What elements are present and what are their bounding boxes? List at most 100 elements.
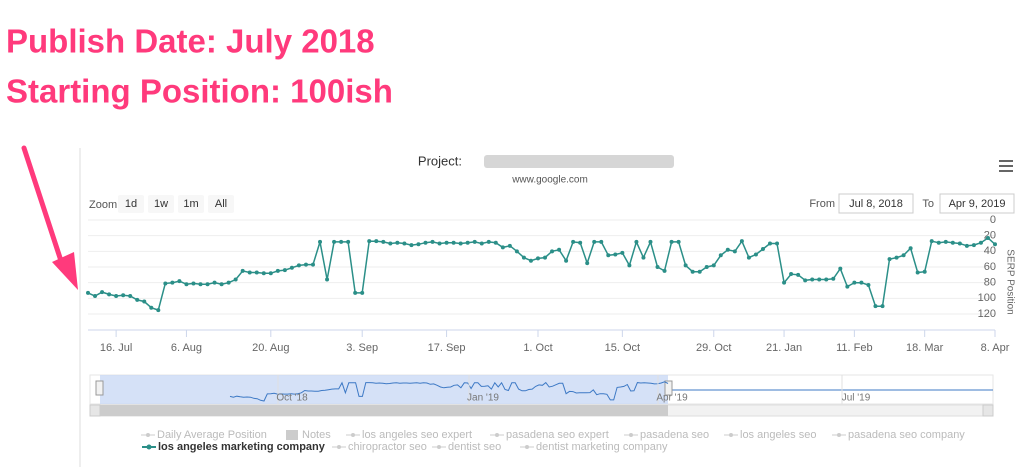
point (704, 265, 709, 269)
point (993, 242, 997, 247)
point (310, 262, 315, 267)
x-tick-label: 3. Sep (346, 342, 378, 354)
legend-item[interactable]: pasadena seo company (848, 429, 965, 441)
zoom-button-label[interactable]: All (215, 198, 227, 210)
point (374, 239, 379, 244)
point (648, 239, 653, 244)
point (430, 239, 435, 244)
legend-item[interactable]: Notes (302, 429, 331, 441)
legend-symbol[interactable] (837, 433, 841, 437)
legend-symbol[interactable] (351, 433, 355, 437)
legend-symbol[interactable] (437, 445, 441, 449)
zoom-button[interactable] (148, 195, 174, 213)
point (775, 241, 780, 246)
point (465, 240, 470, 245)
point (86, 290, 90, 295)
x-tick-label: 20. Aug (252, 342, 289, 354)
x-tick-label: 18. Mar (906, 342, 944, 354)
legend-symbol[interactable] (337, 445, 341, 449)
navigator-label: Oct '18 (276, 393, 308, 404)
x-tick-label: 1. Oct (523, 342, 552, 354)
legend-symbol[interactable] (146, 433, 150, 437)
point (550, 249, 555, 254)
point (100, 290, 105, 295)
zoom-button[interactable] (118, 195, 144, 213)
navigator-handle[interactable] (664, 380, 673, 396)
scroll-left[interactable] (89, 404, 101, 417)
scroll-right[interactable] (982, 404, 994, 417)
point (458, 241, 463, 246)
from-value[interactable]: Jul 8, 2018 (849, 198, 903, 210)
legend-item[interactable]: los angeles seo expert (362, 429, 472, 441)
point (782, 280, 787, 285)
x-tick-label: 15. Oct (605, 342, 640, 354)
point (711, 263, 716, 268)
y-tick-label: 60 (984, 261, 996, 273)
point (957, 241, 962, 246)
point (599, 239, 604, 244)
legend-item[interactable]: chiropractor seo (348, 441, 427, 453)
point (93, 293, 98, 298)
point (985, 236, 990, 241)
navigator-label: Jul '19 (842, 393, 871, 404)
x-tick-label: 8. Apr (981, 342, 1010, 354)
scrollbar-thumb[interactable] (100, 405, 668, 416)
y-tick-label: 120 (978, 308, 996, 320)
menu-button[interactable] (999, 160, 1013, 172)
point (915, 270, 920, 275)
legend-item[interactable]: los angeles seo (740, 429, 816, 441)
to-label: To (922, 198, 934, 210)
point (753, 252, 758, 257)
legend-item[interactable]: pasadena seo expert (506, 429, 609, 441)
point (634, 239, 639, 244)
point (261, 271, 266, 276)
zoom-button[interactable] (208, 195, 234, 213)
point (303, 262, 308, 267)
point (796, 272, 801, 277)
zoom-button[interactable] (178, 195, 204, 213)
point (212, 280, 217, 285)
to-value[interactable]: Apr 9, 2019 (949, 198, 1006, 210)
arrow (21, 145, 78, 290)
navigator-handle[interactable] (95, 380, 104, 396)
legend-item[interactable]: dentist seo (448, 441, 501, 453)
point (655, 265, 660, 269)
legend-symbol[interactable] (729, 433, 733, 437)
point (585, 261, 590, 266)
zoom-button-label[interactable]: 1d (125, 198, 137, 210)
point (859, 280, 864, 285)
navigator-selection[interactable] (100, 375, 668, 404)
point (535, 256, 540, 261)
legend-symbol[interactable] (286, 430, 298, 440)
point (472, 239, 477, 244)
point (240, 268, 245, 273)
point (479, 241, 484, 246)
point (416, 242, 421, 247)
point (810, 277, 815, 282)
blurred-project (484, 155, 674, 168)
point (768, 241, 773, 246)
point (641, 255, 646, 260)
from-input[interactable] (838, 193, 914, 214)
point (929, 239, 934, 244)
legend-symbol[interactable] (146, 444, 152, 450)
point (247, 270, 252, 275)
legend-symbol[interactable] (629, 433, 633, 437)
zoom-button-label[interactable]: 1m (183, 198, 198, 210)
legend-item[interactable]: Daily Average Position (157, 429, 267, 441)
legend-item[interactable]: pasadena seo (640, 429, 709, 441)
point (950, 240, 955, 245)
navigator-label: Apr '19 (656, 393, 688, 404)
annotation: Starting Position: 100ish (6, 73, 393, 110)
zoom-button-label[interactable]: 1w (154, 198, 168, 210)
navigator-label: Jan '19 (467, 393, 499, 404)
legend-symbol[interactable] (495, 433, 499, 437)
legend-item[interactable]: los angeles marketing company (158, 441, 326, 453)
legend-item[interactable]: dentist marketing company (536, 441, 668, 453)
point (789, 272, 794, 277)
to-input[interactable] (939, 193, 1015, 214)
point (388, 241, 393, 246)
legend-symbol[interactable] (525, 445, 529, 449)
point (578, 240, 583, 245)
point (395, 240, 400, 245)
